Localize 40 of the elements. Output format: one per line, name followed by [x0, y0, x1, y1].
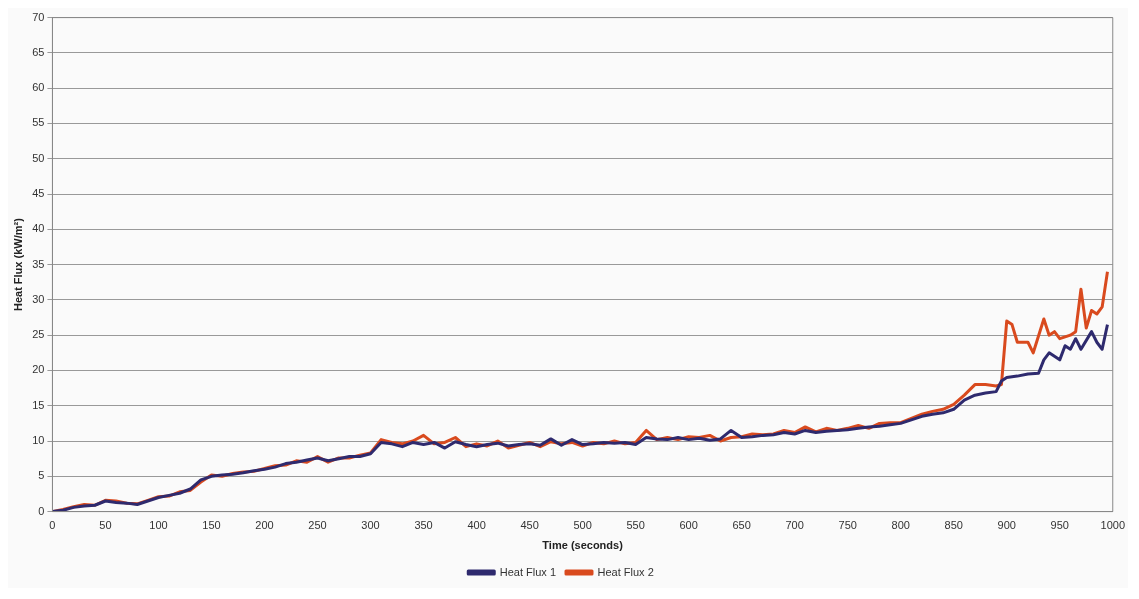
x-axis-title: Time (seconds) [542, 539, 624, 552]
x-tick-label: 0 [49, 519, 56, 532]
x-tick-label: 100 [149, 519, 168, 532]
x-tick-label: 550 [626, 519, 645, 532]
y-axis-title: Heat Flux (kW/m²) [11, 217, 24, 312]
x-tick-label: 500 [573, 519, 592, 532]
y-tick-label: 70 [32, 10, 45, 23]
y-tick-label: 5 [38, 469, 45, 482]
x-tick-label: 950 [1050, 519, 1069, 532]
y-tick-label: 60 [32, 81, 45, 94]
x-tick-label: 850 [944, 519, 963, 532]
y-tick-label: 65 [32, 45, 45, 58]
x-tick-label: 700 [785, 519, 804, 532]
x-tick-label: 200 [255, 519, 274, 532]
x-tick-label: 650 [732, 519, 751, 532]
x-tick-label: 450 [520, 519, 539, 532]
x-tick-label: 750 [838, 519, 857, 532]
legend-label: Heat Flux 1 [499, 565, 556, 578]
x-tick-label: 900 [997, 519, 1016, 532]
y-tick-label: 55 [32, 116, 45, 129]
y-tick-label: 40 [32, 222, 45, 235]
y-tick-label: 0 [38, 504, 45, 517]
y-tick-label: 30 [32, 292, 45, 305]
x-tick-label: 600 [679, 519, 698, 532]
y-tick-label: 45 [32, 187, 45, 200]
y-tick-label: 15 [32, 398, 45, 411]
x-tick-label: 400 [467, 519, 486, 532]
y-tick-label: 25 [32, 328, 45, 341]
legend-label: Heat Flux 2 [597, 565, 654, 578]
x-tick-label: 250 [308, 519, 327, 532]
x-tick-label: 50 [99, 519, 112, 532]
x-tick-label: 350 [414, 519, 433, 532]
y-tick-label: 50 [32, 151, 45, 164]
x-tick-label: 300 [361, 519, 380, 532]
y-tick-label: 35 [32, 257, 45, 270]
x-tick-label: 150 [202, 519, 221, 532]
y-tick-label: 10 [32, 434, 45, 447]
x-tick-label: 800 [891, 519, 910, 532]
x-tick-label: 1000 [1100, 519, 1126, 532]
y-tick-label: 20 [32, 363, 45, 376]
